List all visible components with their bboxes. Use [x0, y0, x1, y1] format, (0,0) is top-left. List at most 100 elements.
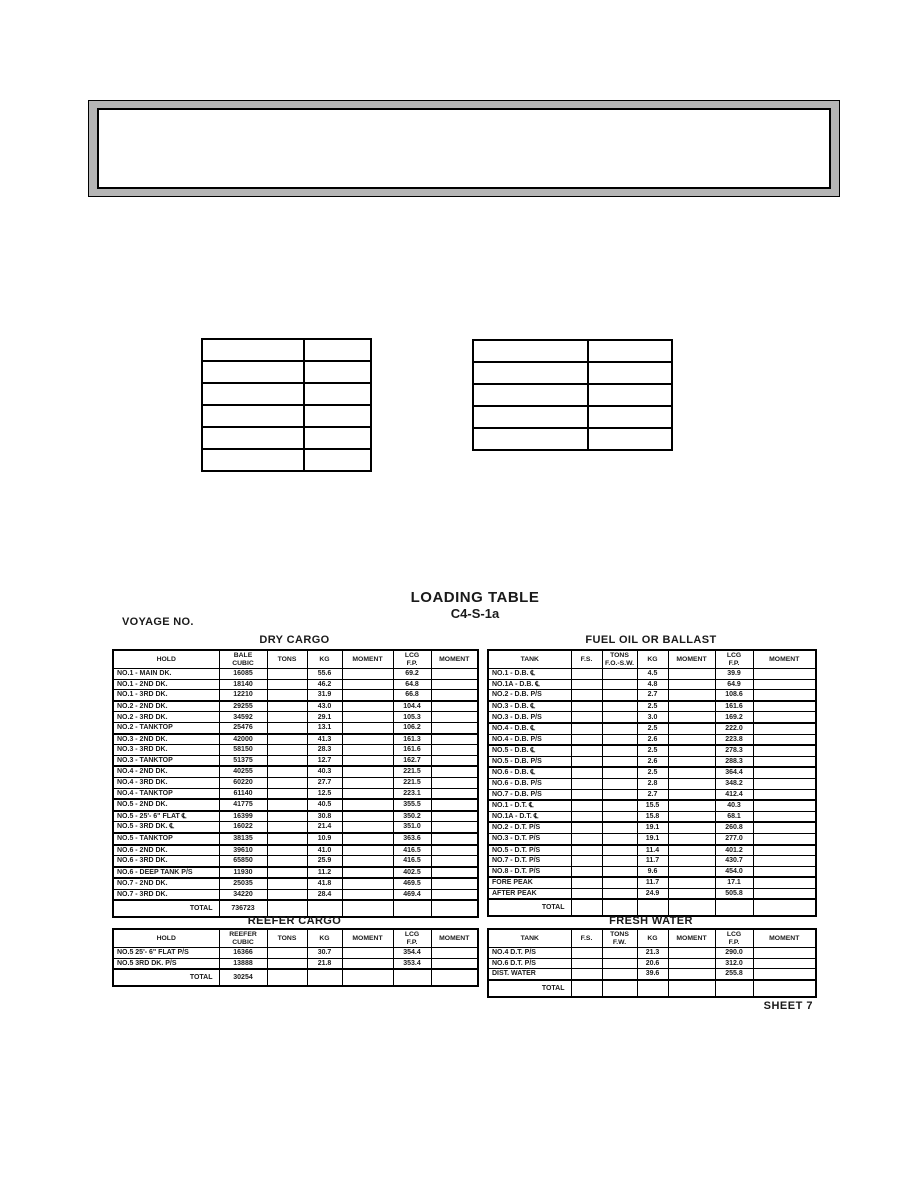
table-cell — [430, 700, 479, 713]
column-header: MOMENT — [430, 928, 479, 948]
table-cell: 401.2 — [714, 843, 754, 857]
table-cell — [667, 957, 716, 970]
table-cell — [587, 339, 673, 363]
table-cell: 2.7 — [636, 788, 669, 802]
table-cell: 21.4 — [306, 821, 343, 834]
table-row: NO.2 - 3RD DK. 34592 29.1 105.3 — [112, 711, 479, 723]
table-cell — [570, 898, 603, 917]
row-label-cell: NO.6 - D.B. ℄ — [487, 766, 572, 779]
table-cell: 354.4 — [392, 947, 432, 959]
table-cell — [752, 788, 817, 802]
column-header: TONS F.O.-S.W. — [601, 649, 638, 669]
table-cell — [752, 821, 817, 834]
table-cell — [601, 733, 638, 747]
table-cell — [266, 754, 308, 768]
row-label-cell: NO.2 - TANKTOP — [112, 721, 220, 735]
table-cell: 351.0 — [392, 821, 432, 834]
table-cell — [667, 689, 716, 702]
table-cell: 278.3 — [714, 744, 754, 757]
fresh-water-title: FRESH WATER — [609, 915, 693, 927]
table-cell — [752, 733, 817, 747]
table-row: NO.8 - D.T. P/S 9.6 454.0 — [487, 865, 817, 879]
table-cell: 15.5 — [636, 799, 669, 812]
table-cell — [570, 766, 603, 779]
table-cell: 40255 — [218, 765, 268, 778]
table-cell: 105.3 — [392, 711, 432, 723]
table-row: FORE PEAK 11.7 17.1 — [487, 876, 817, 889]
table-cell — [430, 689, 479, 702]
row-label-cell: NO.4 - D.B. ℄ — [487, 722, 572, 735]
table-cell — [601, 668, 638, 680]
row-label-cell — [201, 382, 305, 406]
table-cell: 364.4 — [714, 766, 754, 779]
table-cell: 12210 — [218, 689, 268, 702]
table-row: NO.6 - DEEP TANK P/S 11930 11.2 402.5 — [112, 866, 479, 880]
table-row: NO.1 - 2ND DK. 18140 46.2 64.8 — [112, 678, 479, 691]
table-cell — [667, 832, 716, 846]
row-label-cell — [201, 426, 305, 450]
table-cell — [266, 877, 308, 890]
row-label-cell: DIST. WATER — [487, 968, 572, 981]
table-row — [472, 383, 673, 407]
table-cell — [570, 777, 603, 790]
table-cell: 288.3 — [714, 755, 754, 769]
row-label-cell: NO.2 - 3RD DK. — [112, 711, 220, 723]
table-row: NO.4 - D.B. ℄ 2.5 222.0 — [487, 722, 817, 735]
table-cell — [752, 810, 817, 824]
table-cell — [430, 968, 479, 987]
table-row: NO.3 - D.T. P/S 19.1 277.0 — [487, 832, 817, 846]
table-cell — [266, 947, 308, 959]
table-cell — [601, 832, 638, 846]
table-cell — [667, 711, 716, 724]
blank-table-left — [201, 338, 372, 472]
table-cell — [430, 711, 479, 723]
table-cell — [752, 689, 817, 702]
table-cell: 2.6 — [636, 733, 669, 747]
row-label-cell: NO.3 - D.B. ℄ — [487, 700, 572, 713]
table-cell — [430, 776, 479, 789]
table-cell — [266, 968, 308, 987]
table-cell — [636, 979, 669, 998]
table-cell — [601, 979, 638, 998]
dry-cargo-title: DRY CARGO — [259, 634, 330, 646]
column-header: LCG F.P. — [392, 928, 432, 948]
table-cell — [341, 700, 394, 713]
table-cell — [667, 744, 716, 757]
table-cell — [667, 968, 716, 981]
row-label-cell: NO.1A - D.T. ℄ — [487, 810, 572, 824]
table-cell — [601, 957, 638, 970]
table-row: NO.1 - MAIN DK. 16085 55.6 69.2 — [112, 668, 479, 680]
table-cell — [667, 876, 716, 889]
table-cell — [341, 711, 394, 723]
row-label-cell — [472, 405, 589, 429]
table-cell: 55.6 — [306, 668, 343, 680]
table-row: NO.5 - D.T. P/S 11.4 401.2 — [487, 843, 817, 857]
table-cell — [341, 765, 394, 778]
table-cell — [430, 855, 479, 868]
table-cell: 16022 — [218, 821, 268, 834]
table-cell — [341, 888, 394, 902]
row-label-cell: NO.2 - 2ND DK. — [112, 700, 220, 713]
table-cell — [570, 689, 603, 702]
table-cell — [752, 979, 817, 998]
table-cell: 34592 — [218, 711, 268, 723]
table-cell: 2.5 — [636, 766, 669, 779]
table-row — [201, 448, 372, 472]
table-cell — [266, 678, 308, 691]
column-header: MOMENT — [667, 928, 716, 948]
column-header: TONS F.W. — [601, 928, 638, 948]
table-cell — [570, 855, 603, 867]
table-cell — [570, 887, 603, 901]
table-cell — [601, 843, 638, 857]
row-label-cell — [472, 361, 589, 385]
table-cell — [587, 361, 673, 385]
fresh-water-header-row: TANK F.S. TONS F.W. KG MOMENT LCG F.P. MOMENT — [487, 928, 817, 948]
table-cell — [570, 678, 603, 691]
table-cell — [667, 843, 716, 857]
table-cell — [570, 799, 603, 812]
table-row: NO.7 - 2ND DK. 25035 41.8 469.5 — [112, 877, 479, 890]
table-row: NO.2 - 2ND DK. 29255 43.0 104.4 — [112, 700, 479, 713]
table-row: NO.5 - 3RD DK. ℄ 16022 21.4 351.0 — [112, 821, 479, 834]
table-row: NO.3 - 3RD DK. 58150 28.3 161.6 — [112, 744, 479, 756]
table-cell: 223.1 — [392, 787, 432, 801]
